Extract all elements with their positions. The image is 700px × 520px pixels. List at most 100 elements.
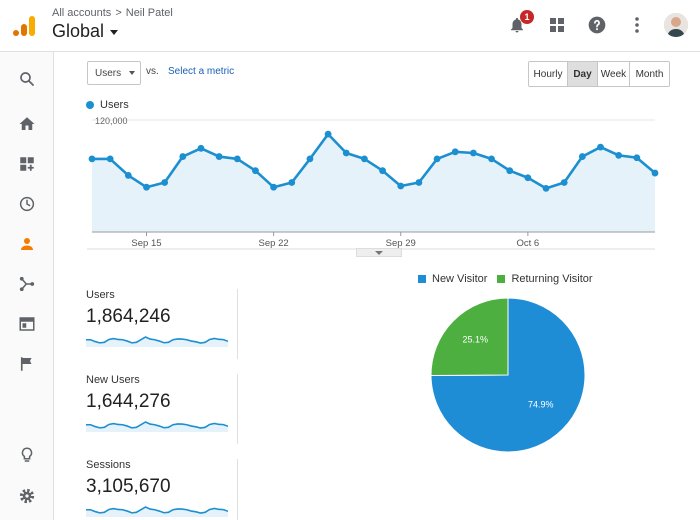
data-point[interactable]: [306, 155, 314, 163]
sidebar-item-customization[interactable]: [0, 146, 54, 182]
metric-dropdown[interactable]: Users: [87, 61, 141, 85]
view-selector[interactable]: Global: [52, 21, 119, 42]
data-point[interactable]: [633, 154, 641, 162]
data-point[interactable]: [179, 153, 187, 160]
data-point[interactable]: [106, 155, 114, 163]
data-point[interactable]: [324, 130, 332, 138]
data-point[interactable]: [252, 167, 259, 175]
scorecard-sparkline: [86, 336, 228, 347]
acquisition-icon: [19, 276, 35, 292]
legend-new-visitor-label: New Visitor: [432, 273, 488, 285]
granularity-toggle: Hourly Day Week Month: [528, 61, 670, 87]
data-point[interactable]: [542, 184, 550, 192]
sparkline-line: [86, 336, 228, 344]
scorecard-value: 1,864,246: [86, 306, 171, 327]
search-icon: [20, 72, 34, 86]
help-icon: [588, 16, 606, 34]
sparkline-fill: [86, 422, 228, 432]
audience-person-icon: [21, 238, 33, 250]
data-point[interactable]: [469, 149, 477, 157]
data-point[interactable]: [124, 172, 132, 179]
sparkline-line: [86, 506, 228, 514]
x-tick-label: Oct 6: [517, 238, 540, 249]
top-header: All accounts > Neil Patel Global 1: [0, 0, 700, 52]
sidebar-item-conversions[interactable]: [0, 346, 54, 382]
legend-returning-visitor-label: Returning Visitor: [511, 273, 593, 285]
pie-data-label: 74.9%: [528, 400, 554, 410]
scorecard-sessions[interactable]: Sessions 3,105,670: [86, 459, 238, 520]
chevron-down-icon: [110, 30, 119, 35]
data-point[interactable]: [615, 151, 623, 159]
data-point[interactable]: [161, 179, 169, 186]
data-point[interactable]: [433, 155, 441, 163]
sidebar-item-home[interactable]: [0, 106, 54, 142]
data-point[interactable]: [379, 167, 386, 175]
data-point[interactable]: [651, 169, 659, 177]
pie-slice-new-visitor[interactable]: [430, 297, 586, 453]
view-name: Global: [52, 21, 105, 41]
data-point[interactable]: [524, 174, 532, 182]
sidebar-search[interactable]: [0, 61, 54, 97]
scorecard-users[interactable]: Users 1,864,246: [86, 289, 238, 359]
scorecard-sparkline: [86, 506, 228, 517]
scorecard-label: Users: [86, 289, 115, 301]
granularity-day-button[interactable]: Day: [568, 62, 598, 86]
legend-new-visitor[interactable]: New Visitor: [418, 273, 487, 285]
realtime-clock-icon: [19, 196, 35, 212]
notifications-button[interactable]: 1: [504, 10, 534, 38]
data-point[interactable]: [397, 182, 405, 190]
avatar[interactable]: [664, 13, 688, 37]
granularity-week-button[interactable]: Week: [598, 62, 630, 86]
data-point[interactable]: [578, 153, 586, 160]
data-point[interactable]: [288, 179, 296, 186]
data-point[interactable]: [270, 183, 278, 191]
data-point[interactable]: [143, 183, 150, 191]
sidebar-item-admin[interactable]: [0, 478, 54, 514]
sidebar-item-behavior[interactable]: [0, 306, 54, 342]
granularity-hourly-button[interactable]: Hourly: [529, 62, 568, 86]
data-point[interactable]: [361, 155, 368, 163]
breadcrumb: All accounts > Neil Patel: [52, 7, 173, 19]
bell-icon: [511, 17, 523, 33]
pie-slice-returning-visitor[interactable]: [430, 297, 509, 376]
breadcrumb-all-accounts[interactable]: All accounts: [52, 7, 112, 19]
sidebar-item-acquisition[interactable]: [0, 266, 54, 302]
discover-lightbulb-icon: [21, 447, 33, 462]
data-point[interactable]: [560, 179, 568, 186]
data-point[interactable]: [88, 155, 96, 163]
left-sidebar: [0, 52, 54, 520]
data-point[interactable]: [488, 155, 495, 163]
sidebar-item-realtime[interactable]: [0, 186, 54, 222]
data-point[interactable]: [342, 149, 350, 157]
apps-button[interactable]: [544, 12, 570, 38]
sparkline-line: [86, 421, 228, 429]
chart-collapse-handle[interactable]: [356, 248, 402, 257]
conversions-flag-icon: [20, 357, 32, 371]
apps-grid-icon: [550, 18, 564, 32]
sidebar-item-audience[interactable]: [0, 226, 54, 262]
data-point[interactable]: [415, 179, 423, 186]
analytics-logo-icon[interactable]: [12, 14, 36, 38]
more-options-button[interactable]: [624, 12, 650, 38]
legend-returning-visitor[interactable]: Returning Visitor: [497, 273, 593, 285]
select-metric-link[interactable]: Select a metric: [168, 66, 235, 77]
user-avatar-icon: [664, 13, 688, 37]
sidebar-item-discover[interactable]: [0, 437, 54, 473]
data-point[interactable]: [506, 167, 514, 175]
behavior-icon: [19, 317, 35, 331]
scorecard-new-users[interactable]: New Users 1,644,276: [86, 374, 238, 444]
sparkline-fill: [86, 337, 228, 347]
data-point[interactable]: [215, 153, 223, 160]
data-point[interactable]: [451, 148, 459, 156]
home-icon: [19, 117, 35, 130]
breadcrumb-account[interactable]: Neil Patel: [125, 7, 173, 19]
more-vert-icon: [635, 17, 639, 33]
data-point[interactable]: [197, 144, 205, 152]
help-button[interactable]: [584, 12, 610, 38]
data-point[interactable]: [597, 143, 604, 151]
data-point[interactable]: [233, 155, 241, 163]
x-tick-label: Sep 29: [386, 238, 416, 249]
metric-dropdown-value: Users: [95, 67, 122, 79]
granularity-month-button[interactable]: Month: [630, 62, 669, 86]
